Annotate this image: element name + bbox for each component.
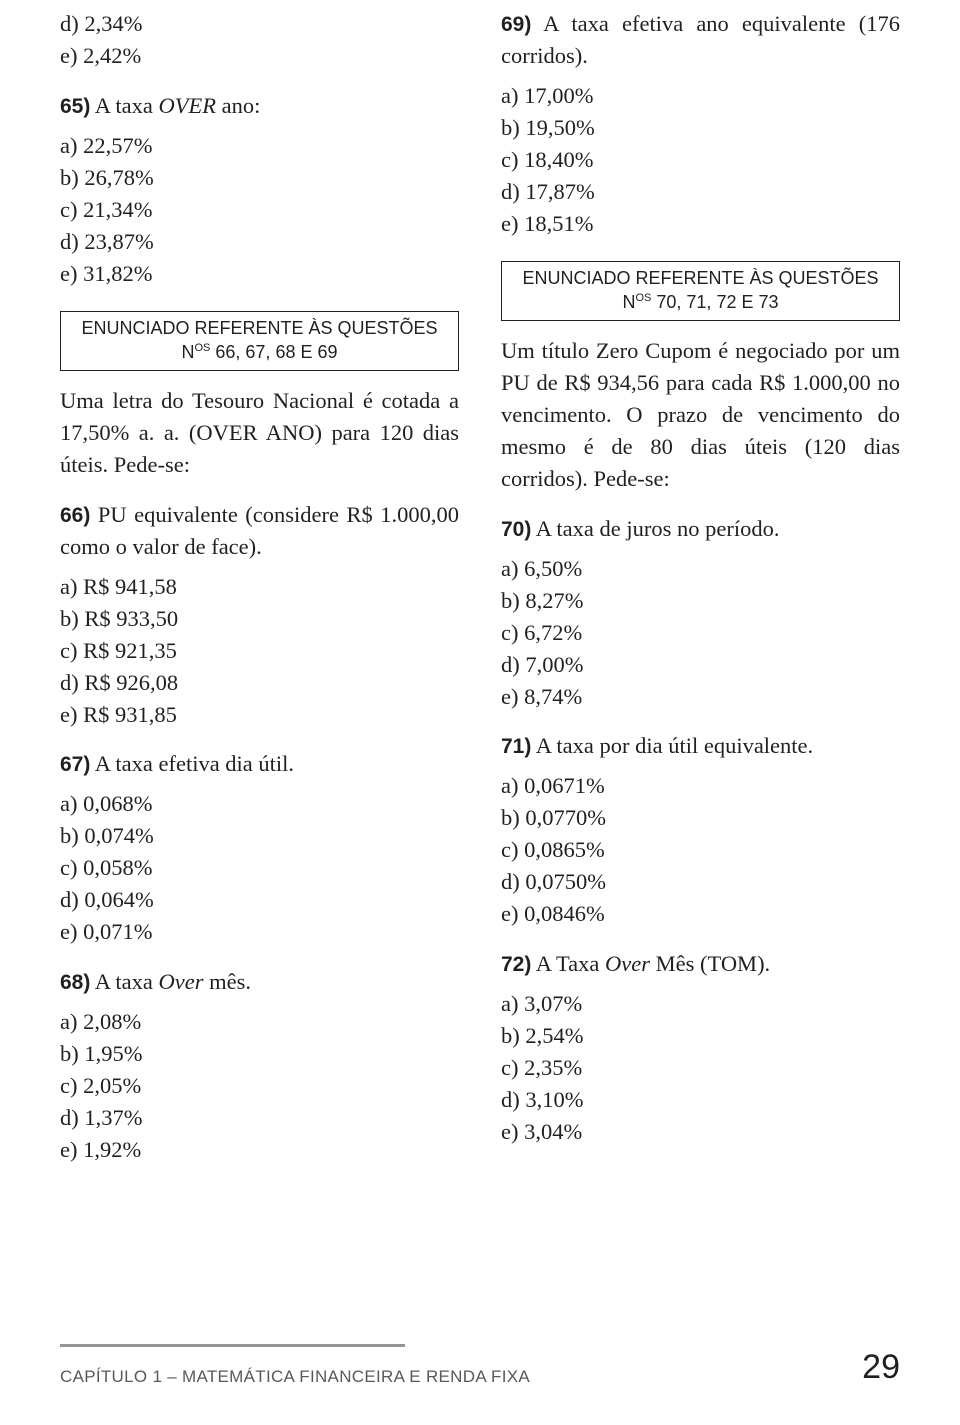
intro-paragraph: Uma letra do Tesouro Nacional é cotada a…: [60, 385, 459, 481]
question-number: 65): [60, 95, 90, 118]
question-number: 72): [501, 953, 531, 976]
option-text: a) 17,00%: [501, 80, 900, 112]
option-text: d) 0,064%: [60, 884, 459, 916]
option-text: a) R$ 941,58: [60, 571, 459, 603]
option-text: b) 26,78%: [60, 162, 459, 194]
option-text: b) 8,27%: [501, 585, 900, 617]
option-text: c) 0,0865%: [501, 834, 900, 866]
option-text: d) 23,87%: [60, 226, 459, 258]
option-text: d) 7,00%: [501, 649, 900, 681]
question-title: A taxa Over mês.: [90, 969, 251, 994]
question-71: 71) A taxa por dia útil equivalente.: [501, 730, 900, 762]
question-number: 66): [60, 504, 90, 527]
option-text: a) 3,07%: [501, 988, 900, 1020]
question-title: A taxa de juros no período.: [531, 516, 779, 541]
question-number: 70): [501, 518, 531, 541]
chapter-label: CAPÍTULO 1 – MATEMÁTICA FINANCEIRA E REN…: [60, 1367, 530, 1387]
right-column: 69) A taxa efetiva ano equivalente (176 …: [501, 8, 900, 1166]
question-title: A taxa por dia útil equivalente.: [531, 733, 813, 758]
page-footer: CAPÍTULO 1 – MATEMÁTICA FINANCEIRA E REN…: [60, 1348, 900, 1387]
question-title: A taxa efetiva ano equivalente (176 corr…: [501, 11, 900, 68]
question-number: 68): [60, 971, 90, 994]
question-title: A taxa efetiva dia útil.: [90, 751, 294, 776]
option-text: a) 6,50%: [501, 553, 900, 585]
option-text: a) 0,0671%: [501, 770, 900, 802]
question-70: 70) A taxa de juros no período.: [501, 513, 900, 545]
option-text: c) 0,058%: [60, 852, 459, 884]
page-number: 29: [862, 1348, 900, 1387]
question-number: 69): [501, 13, 531, 36]
option-text: b) R$ 933,50: [60, 603, 459, 635]
question-number: 71): [501, 735, 531, 758]
option-text: e) 2,42%: [60, 40, 459, 72]
enunciado-box-70-73: ENUNCIADO REFERENTE ÀS QUESTÕES NOS 70, …: [501, 261, 900, 322]
option-text: b) 0,0770%: [501, 802, 900, 834]
page-columns: d) 2,34% e) 2,42% 65) A taxa OVER ano: a…: [60, 0, 900, 1166]
enunciado-box-66-69: ENUNCIADO REFERENTE ÀS QUESTÕES NOS 66, …: [60, 311, 459, 372]
option-text: a) 0,068%: [60, 788, 459, 820]
option-text: d) 17,87%: [501, 176, 900, 208]
question-65: 65) A taxa OVER ano:: [60, 90, 459, 122]
option-text: d) 1,37%: [60, 1102, 459, 1134]
option-text: a) 2,08%: [60, 1006, 459, 1038]
option-text: a) 22,57%: [60, 130, 459, 162]
question-69: 69) A taxa efetiva ano equivalente (176 …: [501, 8, 900, 72]
box-line1: ENUNCIADO REFERENTE ÀS QUESTÕES: [73, 316, 446, 340]
option-text: e) 0,071%: [60, 916, 459, 948]
option-text: c) 18,40%: [501, 144, 900, 176]
option-text: e) R$ 931,85: [60, 699, 459, 731]
option-text: c) 2,35%: [501, 1052, 900, 1084]
left-column: d) 2,34% e) 2,42% 65) A taxa OVER ano: a…: [60, 8, 459, 1166]
option-text: b) 0,074%: [60, 820, 459, 852]
box-line1: ENUNCIADO REFERENTE ÀS QUESTÕES: [514, 266, 887, 290]
option-text: c) 6,72%: [501, 617, 900, 649]
box-line2: NOS 70, 71, 72 E 73: [514, 290, 887, 314]
option-text: b) 19,50%: [501, 112, 900, 144]
option-text: e) 18,51%: [501, 208, 900, 240]
option-text: e) 1,92%: [60, 1134, 459, 1166]
option-text: c) R$ 921,35: [60, 635, 459, 667]
question-title: A taxa OVER ano:: [90, 93, 260, 118]
question-title: A Taxa Over Mês (TOM).: [531, 951, 770, 976]
option-text: e) 8,74%: [501, 681, 900, 713]
option-text: b) 1,95%: [60, 1038, 459, 1070]
option-text: b) 2,54%: [501, 1020, 900, 1052]
option-text: d) R$ 926,08: [60, 667, 459, 699]
option-text: e) 31,82%: [60, 258, 459, 290]
option-text: c) 2,05%: [60, 1070, 459, 1102]
question-67: 67) A taxa efetiva dia útil.: [60, 748, 459, 780]
option-text: d) 3,10%: [501, 1084, 900, 1116]
option-text: d) 0,0750%: [501, 866, 900, 898]
option-text: e) 3,04%: [501, 1116, 900, 1148]
box-line2: NOS 66, 67, 68 E 69: [73, 340, 446, 364]
option-text: e) 0,0846%: [501, 898, 900, 930]
option-text: d) 2,34%: [60, 8, 459, 40]
question-66: 66) PU equivalente (considere R$ 1.000,0…: [60, 499, 459, 563]
intro-paragraph: Um título Zero Cupom é negociado por um …: [501, 335, 900, 495]
question-number: 67): [60, 753, 90, 776]
footer-rule: [60, 1344, 405, 1347]
question-72: 72) A Taxa Over Mês (TOM).: [501, 948, 900, 980]
question-68: 68) A taxa Over mês.: [60, 966, 459, 998]
option-text: c) 21,34%: [60, 194, 459, 226]
question-title: PU equivalente (considere R$ 1.000,00 co…: [60, 502, 459, 559]
